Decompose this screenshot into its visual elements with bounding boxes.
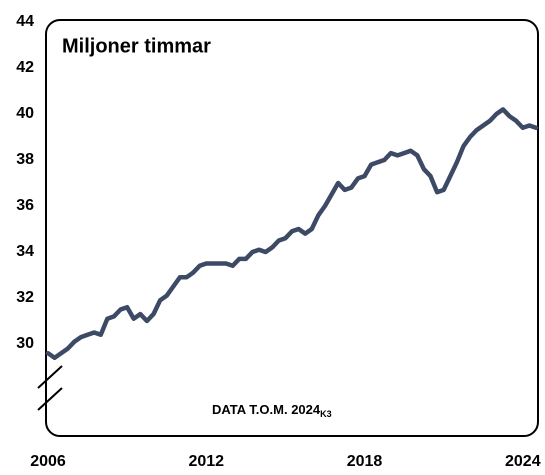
y-tick-label: 30 — [16, 335, 34, 352]
data-line — [45, 107, 539, 361]
x-tick-label: 2006 — [30, 453, 66, 470]
annotation-subscript: K3 — [320, 409, 332, 419]
plot-frame — [45, 19, 539, 437]
y-tick-label: 42 — [16, 59, 34, 76]
axis-break — [37, 387, 63, 411]
annotation: DATA T.O.M. 2024K3 — [212, 402, 332, 419]
x-tick-label: 2024 — [505, 453, 541, 470]
y-tick-label: 38 — [16, 151, 34, 168]
y-tick-label: 44 — [16, 13, 34, 30]
x-tick-label: 2018 — [347, 453, 383, 470]
x-tick-label: 2012 — [188, 453, 224, 470]
y-tick-label: 36 — [16, 197, 34, 214]
annotation-text: DATA T.O.M. 2024 — [212, 402, 321, 417]
y-tick-label: 34 — [16, 243, 34, 260]
axis-break — [37, 365, 63, 389]
y-tick-label: 40 — [16, 105, 34, 122]
y-tick-label: 32 — [16, 289, 34, 306]
chart-title: Miljoner timmar — [62, 35, 211, 57]
